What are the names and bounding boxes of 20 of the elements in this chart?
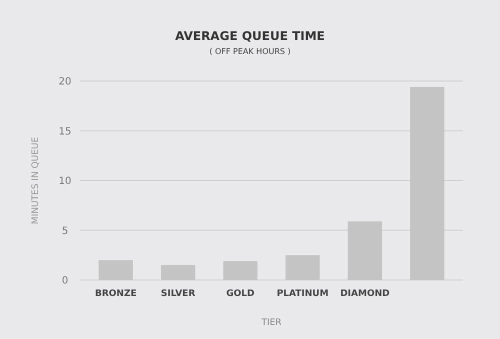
y-tick-label: 0 bbox=[62, 276, 68, 286]
x-tick-label: GOLD bbox=[226, 289, 254, 299]
bar bbox=[98, 260, 133, 280]
bar bbox=[160, 265, 196, 280]
y-axis-title: MINUTES IN QUEUE bbox=[31, 136, 41, 224]
y-tick-label: 10 bbox=[58, 176, 72, 187]
chart-title: AVERAGE QUEUE TIME bbox=[175, 29, 325, 43]
chart-subtitle: ( OFF PEAK HOURS ) bbox=[209, 47, 291, 56]
y-tick-label: 15 bbox=[58, 126, 72, 138]
bar bbox=[348, 221, 382, 280]
bar bbox=[410, 86, 444, 280]
y-tick-label: 20 bbox=[58, 76, 72, 88]
x-tick-label: DIAMOND bbox=[340, 289, 390, 299]
bar bbox=[286, 255, 320, 280]
x-tick-label: BRONZE bbox=[94, 289, 137, 299]
x-tick-label: SILVER bbox=[160, 289, 196, 299]
x-axis-title: TIER bbox=[260, 318, 282, 328]
y-tick-label: 5 bbox=[62, 226, 68, 237]
x-tick-label: PLATINUM bbox=[276, 289, 329, 299]
bar bbox=[223, 261, 258, 280]
